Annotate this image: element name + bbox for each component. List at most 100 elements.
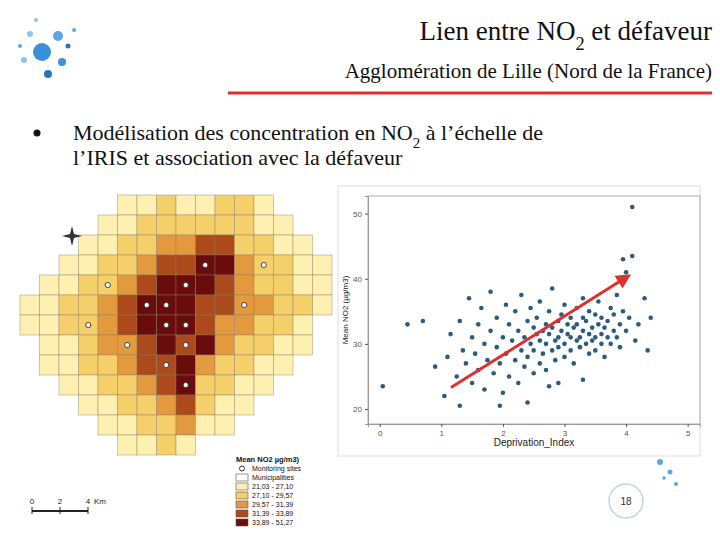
point	[590, 325, 595, 330]
point	[501, 390, 506, 395]
map-legend: Mean NO2 µg/m3)Monitoring sitesMunicipal…	[236, 455, 302, 526]
map-cell	[59, 375, 79, 395]
bullet-line-part: l’IRIS et association avec la défaveur	[73, 145, 403, 170]
map-cell	[79, 375, 99, 395]
map-cell	[118, 355, 138, 375]
point	[584, 342, 589, 347]
x-tick-label: 1	[440, 429, 445, 438]
plot-panel	[368, 196, 700, 424]
map-cell	[137, 195, 157, 215]
map-cell	[196, 315, 216, 335]
point	[596, 322, 601, 327]
point	[485, 358, 490, 363]
map-cell	[157, 415, 177, 435]
map-cell	[293, 315, 313, 335]
map-legend-swatch	[236, 501, 248, 508]
point	[633, 338, 638, 343]
point	[584, 319, 589, 324]
logo-dot	[53, 31, 63, 41]
point	[531, 325, 536, 330]
x-tick: 4	[624, 424, 629, 438]
point	[498, 361, 503, 366]
map-cell	[176, 255, 196, 275]
map-cell	[137, 255, 157, 275]
y-tick: 50	[353, 210, 368, 219]
y-tick-mark	[365, 214, 368, 215]
map-cell	[59, 255, 79, 275]
map-cell	[79, 235, 99, 255]
map-cell	[293, 255, 313, 275]
point	[525, 319, 530, 324]
points	[380, 205, 653, 408]
point	[522, 364, 527, 369]
point	[498, 403, 503, 408]
chart-background	[338, 186, 700, 456]
map-legend-label: 21,03 - 27,10	[252, 483, 293, 490]
point	[568, 316, 573, 321]
map-cell	[157, 255, 177, 275]
logo-dot	[27, 31, 33, 37]
map-cell	[176, 275, 196, 295]
x-tick-mark	[564, 424, 565, 427]
logo-dot	[58, 58, 66, 66]
map-cell	[176, 355, 196, 375]
map-cell	[215, 315, 235, 335]
map-cell	[59, 315, 79, 335]
map-cell	[98, 215, 118, 235]
bullet-line: l’IRIS et association avec la défaveur	[73, 145, 403, 170]
point	[587, 351, 592, 356]
map-cell	[157, 235, 177, 255]
map-cell	[79, 395, 99, 415]
map-cell	[137, 355, 157, 375]
point	[531, 371, 536, 376]
point	[516, 381, 521, 386]
map-cell	[157, 315, 177, 335]
scale-bar-tick	[88, 507, 89, 514]
map-cell	[215, 415, 235, 435]
map-cell	[254, 275, 274, 295]
point	[624, 329, 629, 334]
map-cell	[254, 375, 274, 395]
y-tick-label: 50	[353, 210, 362, 219]
map-cell	[20, 295, 40, 315]
point	[630, 205, 635, 210]
map-cell	[176, 215, 196, 235]
map-cell	[196, 395, 216, 415]
map-cell	[59, 335, 79, 355]
y-axis: 20304050	[353, 197, 368, 425]
map-legend-label: Monitoring sites	[252, 465, 302, 473]
trend-arrow	[451, 276, 629, 388]
bullet-line-part: à l’échelle de	[420, 120, 543, 145]
y-tick: 20	[353, 405, 368, 414]
point	[528, 342, 533, 347]
point	[605, 319, 610, 324]
map-cell	[157, 335, 177, 355]
x-tick-mark	[441, 424, 442, 427]
map-cell	[235, 275, 255, 295]
map-cell	[196, 195, 216, 215]
map-cell	[98, 235, 118, 255]
map-cell	[98, 395, 118, 415]
point	[627, 316, 632, 321]
logo-dot	[33, 43, 51, 61]
map-cell	[293, 235, 313, 255]
x-tick-label: 0	[378, 429, 383, 438]
map-cell	[235, 395, 255, 415]
map-cell	[235, 355, 255, 375]
point	[593, 335, 598, 340]
map-cell	[235, 215, 255, 235]
monitoring-site	[86, 322, 91, 327]
point	[442, 394, 447, 399]
map-legend-swatch	[236, 483, 248, 490]
map-cell	[157, 295, 177, 315]
map-cell	[79, 335, 99, 355]
point	[550, 286, 555, 291]
point	[507, 374, 512, 379]
point	[380, 384, 385, 389]
map-cell	[40, 315, 60, 335]
point	[488, 329, 493, 334]
x-tick-mark	[503, 424, 504, 427]
map-legend-label: 27,10 - 29,57	[252, 492, 293, 499]
map-cell	[118, 315, 138, 335]
x-tick: 1	[440, 424, 445, 438]
